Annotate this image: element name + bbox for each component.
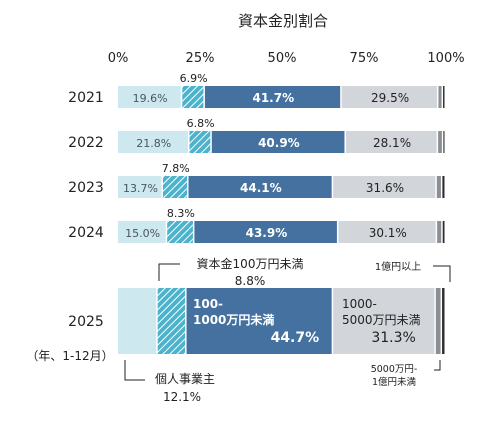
category-label: 2024 xyxy=(68,225,104,241)
bar-segment xyxy=(118,86,181,108)
category-label: 2021 xyxy=(68,90,104,106)
bar-segment xyxy=(188,176,332,198)
year-note: （年、1-12月） xyxy=(26,349,113,363)
category-label: 2025 xyxy=(68,314,104,330)
bar-segment xyxy=(186,288,332,354)
bar-segment xyxy=(438,131,442,153)
bar-segment xyxy=(167,221,193,243)
data-label: 13.7% xyxy=(123,182,158,195)
callout-label: 5000万円- xyxy=(371,364,418,375)
data-label: 15.0% xyxy=(125,227,160,240)
x-tick-label: 25% xyxy=(186,51,215,66)
data-label: 28.1% xyxy=(373,136,411,150)
bar-segment xyxy=(162,176,188,198)
data-label: 29.5% xyxy=(371,91,409,105)
data-label: 44.1% xyxy=(240,181,282,195)
bar-segment xyxy=(443,86,445,108)
callout-label: 資本金100万円未満 xyxy=(197,256,304,271)
bar-segment xyxy=(435,288,441,354)
category-labels: 2021 2022 2023 2024 2025 xyxy=(68,90,104,330)
data-label: 44.7% xyxy=(271,330,320,346)
category-label: 2022 xyxy=(68,135,104,151)
bar-segment xyxy=(194,221,337,243)
segment-name-label: 5000万円未満 xyxy=(342,313,421,327)
callouts-2025: 資本金100万円未満 8.8% 個人事業主 12.1% 100-1000万円未満 1000… xyxy=(124,256,451,404)
bar-segment xyxy=(118,176,162,198)
data-label: 40.9% xyxy=(258,136,300,150)
x-tick-label: 0% xyxy=(108,51,129,66)
data-label: 21.8% xyxy=(136,137,171,150)
bar-segment xyxy=(338,221,436,243)
x-tick-label: 100% xyxy=(427,51,464,66)
callout-line xyxy=(433,265,451,282)
category-label: 2023 xyxy=(68,180,104,196)
bar-segment xyxy=(157,288,186,354)
data-label: 31.3% xyxy=(371,330,415,346)
bar-segment xyxy=(436,176,441,198)
bar-segment xyxy=(211,131,345,153)
data-label: 31.6% xyxy=(366,181,404,195)
callout-value: 8.8% xyxy=(235,274,266,288)
callout-line xyxy=(158,263,180,281)
bar-segment xyxy=(437,221,442,243)
data-label: 7.8% xyxy=(162,162,190,175)
bar-segment xyxy=(118,288,157,354)
x-tick-label: 50% xyxy=(268,51,297,66)
bar-segment xyxy=(204,86,341,108)
bar-segment xyxy=(189,131,211,153)
data-label: 43.9% xyxy=(246,226,288,240)
callout-line xyxy=(124,360,145,381)
callout-line xyxy=(434,360,441,371)
bar-segment xyxy=(118,131,189,153)
x-axis-ticks: 0% 25% 50% 75% 100% xyxy=(108,51,465,66)
bar-segment xyxy=(438,86,442,108)
bar-segment xyxy=(443,131,445,153)
data-label: 41.7% xyxy=(252,91,294,105)
callout-label: 1億円以上 xyxy=(375,260,421,273)
segment-name-label: 1000- xyxy=(342,297,377,311)
bar-segment xyxy=(333,288,435,354)
bar-segment xyxy=(182,86,204,108)
callout-label: 1億円未満 xyxy=(372,376,417,388)
data-label: 6.9% xyxy=(180,72,208,85)
data-label: 6.8% xyxy=(187,117,215,130)
bar-segment xyxy=(341,86,437,108)
callout-label: 個人事業主 xyxy=(155,372,215,386)
bar-segment xyxy=(442,288,445,354)
segment-name-label: 1000万円未満 xyxy=(193,312,274,327)
chart-title: 資本金別割合 xyxy=(238,12,328,30)
callout-value: 12.1% xyxy=(163,390,201,404)
x-tick-label: 75% xyxy=(350,51,379,66)
data-label: 19.6% xyxy=(133,92,168,105)
data-label: 30.1% xyxy=(369,226,407,240)
bar-segment xyxy=(442,221,445,243)
bars: 19.6% 6.9% 41.7% 29.5% 21.8% 6.8% 40.9% 28.1% 13… xyxy=(118,72,445,354)
segment-name-label: 100- xyxy=(193,297,223,311)
bar-segment xyxy=(345,131,437,153)
data-label: 8.3% xyxy=(167,207,195,220)
bar-segment xyxy=(118,221,166,243)
bar-segment xyxy=(333,176,436,198)
bar-segment xyxy=(442,176,445,198)
